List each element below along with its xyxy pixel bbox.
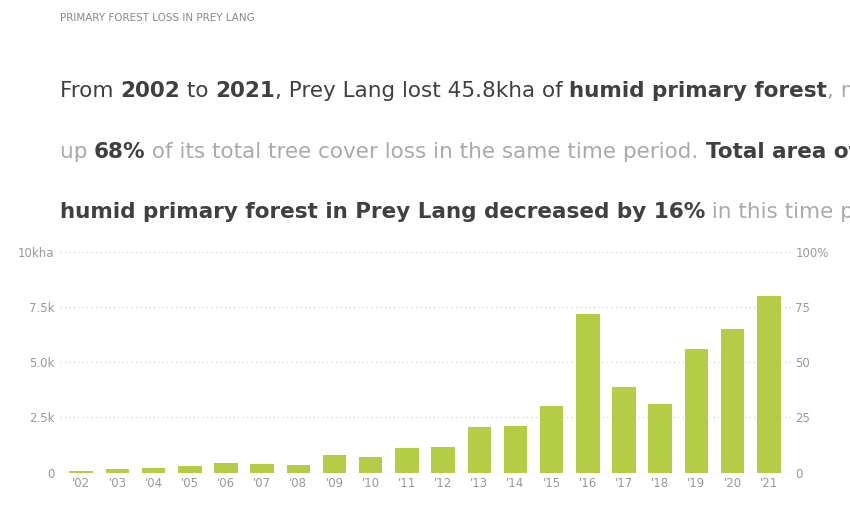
- Bar: [395, 448, 419, 472]
- Bar: [721, 329, 745, 472]
- Bar: [70, 471, 93, 472]
- Bar: [178, 466, 201, 472]
- Bar: [323, 455, 346, 472]
- Text: 68%: 68%: [94, 142, 145, 162]
- Text: PRIMARY FOREST LOSS IN PREY LANG: PRIMARY FOREST LOSS IN PREY LANG: [60, 13, 254, 23]
- Bar: [251, 464, 274, 473]
- Bar: [214, 463, 238, 472]
- Text: From: From: [60, 81, 120, 101]
- Text: 2002: 2002: [120, 81, 179, 101]
- Text: humid primary forest in Prey Lang decreased by 16%: humid primary forest in Prey Lang decrea…: [60, 202, 705, 222]
- Bar: [105, 469, 129, 472]
- Bar: [286, 465, 310, 472]
- Bar: [431, 447, 455, 473]
- Bar: [359, 457, 382, 472]
- Text: up: up: [60, 142, 94, 162]
- Text: of its total tree cover loss in the same time period.: of its total tree cover loss in the same…: [145, 142, 706, 162]
- Text: Total area of: Total area of: [706, 142, 850, 162]
- Bar: [576, 314, 599, 472]
- Bar: [684, 349, 708, 472]
- Text: to: to: [179, 81, 215, 101]
- Text: in this time period.: in this time period.: [705, 202, 850, 222]
- Bar: [757, 296, 780, 472]
- Bar: [649, 404, 672, 472]
- Bar: [540, 406, 564, 472]
- Bar: [142, 468, 166, 472]
- Text: , Prey Lang lost 45.8kha of: , Prey Lang lost 45.8kha of: [275, 81, 570, 101]
- Bar: [612, 386, 636, 472]
- Bar: [468, 427, 491, 472]
- Text: 2021: 2021: [215, 81, 275, 101]
- Bar: [504, 426, 527, 472]
- Text: humid primary forest: humid primary forest: [570, 81, 827, 101]
- Text: , making: , making: [827, 81, 850, 101]
